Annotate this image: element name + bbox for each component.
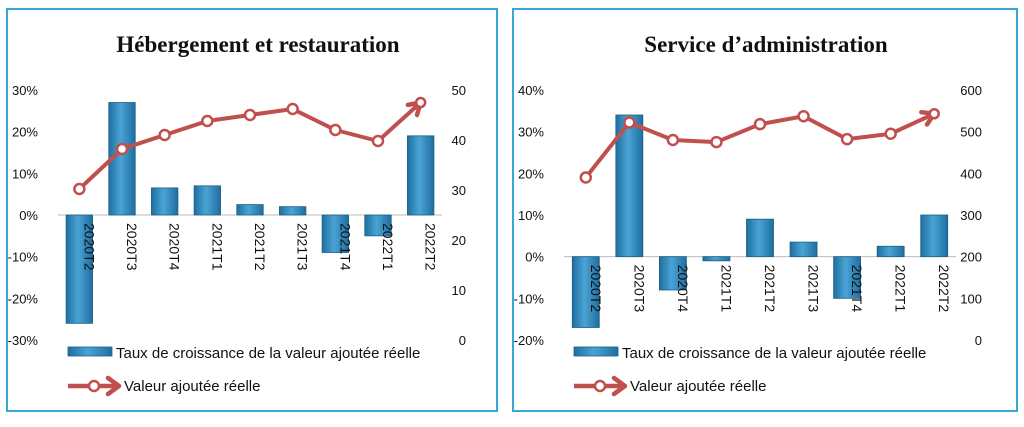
category-tick-label: 2021T1 xyxy=(718,265,734,313)
line-point xyxy=(371,134,385,148)
line-point xyxy=(753,117,767,131)
left-axis-tick-label: -30% xyxy=(8,333,38,348)
legend-label-bar: Taux de croissance de la valeur ajoutée … xyxy=(116,345,420,362)
left-axis-tick-label: 40% xyxy=(518,83,544,98)
chart-panel-hebergement: Hébergement et restauration 30% 20% 10% 0% -1… xyxy=(6,8,498,412)
category-tick-label: 2020T2 xyxy=(588,265,604,313)
legend-line-arrowhead xyxy=(611,375,628,397)
right-axis-tick-label: 30 xyxy=(452,183,466,198)
left-axis-tick-label: 30% xyxy=(12,83,38,98)
line-point xyxy=(666,133,680,147)
line-point xyxy=(623,116,636,129)
category-tick-label: 2020T4 xyxy=(167,223,183,271)
bar xyxy=(193,185,221,216)
bar xyxy=(151,187,179,216)
legend-line-marker xyxy=(87,379,101,393)
bar xyxy=(833,256,862,299)
right-axis-tick-label: 200 xyxy=(960,250,982,265)
legend-line-arrowhead xyxy=(105,375,122,397)
bar xyxy=(364,214,392,237)
line-point xyxy=(710,135,723,149)
chart-title: Service d’administration xyxy=(644,32,888,57)
right-axis-tick-label: 600 xyxy=(960,83,982,98)
line-point xyxy=(115,142,129,156)
left-axis-tick-label: -10% xyxy=(8,250,38,265)
right-axis-tick-label: 400 xyxy=(960,166,982,181)
category-tick-label: 2020T4 xyxy=(675,265,691,313)
chart-panel-administration: Service d’administration 40% 30% 20% 10% 0% -1… xyxy=(512,8,1018,412)
chart-administration: Service d’administration 40% 30% 20% 10% 0% -1… xyxy=(514,32,982,397)
bar xyxy=(702,256,731,262)
category-tick-label: 2021T2 xyxy=(252,223,268,271)
chart-hebergement: Hébergement et restauration 30% 20% 10% 0% -1… xyxy=(8,32,466,397)
bar xyxy=(65,214,93,324)
line-point xyxy=(797,110,810,123)
bar xyxy=(321,214,349,253)
legend-line-marker xyxy=(593,379,607,393)
left-axis-tick-label: 0% xyxy=(525,250,544,265)
line-point xyxy=(840,132,854,146)
bar xyxy=(571,256,600,328)
bar xyxy=(746,218,774,258)
line-point xyxy=(414,96,427,109)
line-point xyxy=(243,108,257,122)
line-point xyxy=(158,128,171,142)
bar xyxy=(407,135,435,216)
right-axis-tick-label: 50 xyxy=(452,83,466,98)
bar xyxy=(789,241,818,258)
category-tick-label: 2022T2 xyxy=(936,265,952,313)
left-axis-tick-label: -20% xyxy=(514,333,544,348)
right-axis-tick-label: 0 xyxy=(975,333,982,348)
left-axis-tick-label: -20% xyxy=(8,291,38,306)
right-axis-tick-label: 10 xyxy=(452,283,466,298)
left-axis-tick-label: 10% xyxy=(518,208,544,223)
bar xyxy=(279,206,307,216)
bar xyxy=(615,114,644,258)
bar xyxy=(920,214,949,258)
category-tick-label: 2021T4 xyxy=(337,223,353,271)
category-tick-label: 2020T3 xyxy=(631,265,647,313)
line-point xyxy=(73,182,86,196)
bar xyxy=(658,256,687,291)
legend-bar-swatch xyxy=(573,346,619,357)
line-point xyxy=(928,108,940,120)
legend-label-line: Valeur ajoutée réelle xyxy=(630,378,766,395)
category-tick-label: 2021T3 xyxy=(295,223,311,271)
right-axis-tick-label: 500 xyxy=(960,125,982,140)
left-axis-tick-label: 10% xyxy=(12,166,38,181)
category-tick-label: 2021T3 xyxy=(806,265,822,313)
right-axis-tick-label: 20 xyxy=(452,233,466,248)
chart-title: Hébergement et restauration xyxy=(116,32,399,57)
legend-bar-swatch xyxy=(67,346,113,357)
right-axis-tick-label: 100 xyxy=(960,291,982,306)
category-tick-label: 2021T4 xyxy=(849,265,865,313)
category-tick-label: 2021T1 xyxy=(209,223,225,271)
category-tick-label: 2020T3 xyxy=(124,223,140,271)
line-point xyxy=(201,114,214,128)
legend-label-line: Valeur ajoutée réelle xyxy=(124,378,260,395)
left-axis-tick-label: 20% xyxy=(518,166,544,181)
bar xyxy=(236,204,264,216)
category-tick-label: 2022T1 xyxy=(380,223,396,271)
category-tick-label: 2022T2 xyxy=(423,223,439,271)
line-point xyxy=(329,123,342,137)
left-axis-tick-label: 30% xyxy=(518,125,544,140)
legend-label-bar: Taux de croissance de la valeur ajoutée … xyxy=(622,345,926,362)
left-axis-tick-label: 0% xyxy=(19,208,38,223)
line-point xyxy=(579,171,593,184)
right-axis-tick-label: 300 xyxy=(960,208,982,223)
category-tick-label: 2021T2 xyxy=(762,265,778,313)
left-axis-tick-label: 20% xyxy=(12,125,38,140)
line-point xyxy=(286,102,299,116)
right-axis-tick-label: 0 xyxy=(459,333,466,348)
right-axis-tick-label: 40 xyxy=(452,133,466,148)
left-axis-tick-label: -10% xyxy=(514,291,544,306)
bar xyxy=(876,245,905,258)
category-tick-label: 2020T2 xyxy=(81,223,97,271)
line-point xyxy=(884,127,897,140)
category-tick-label: 2022T1 xyxy=(893,265,909,313)
